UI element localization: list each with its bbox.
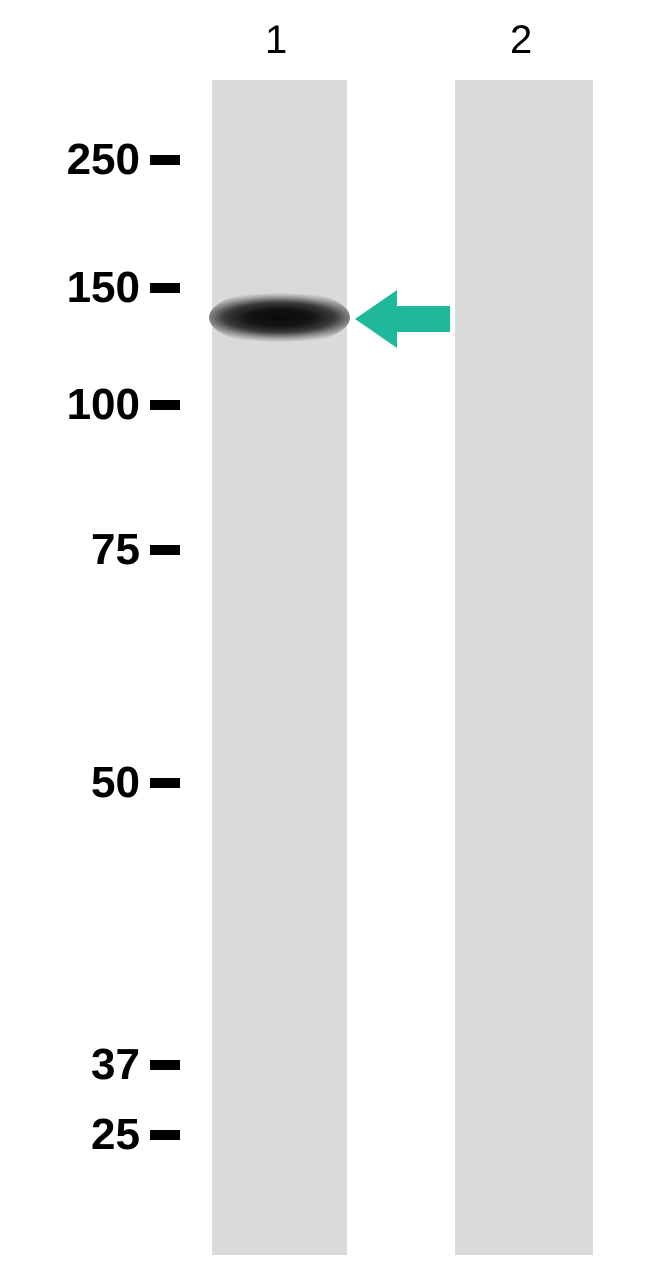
mw-label-37: 37 [91,1040,140,1090]
mw-tick-50 [150,778,180,788]
lane-1-header: 1 [265,18,287,63]
mw-label-25: 25 [91,1110,140,1160]
mw-label-250: 250 [67,135,140,185]
mw-tick-100 [150,400,180,410]
western-blot-figure: 1 2 250 150 100 75 50 37 25 [0,0,650,1270]
mw-label-75: 75 [91,525,140,575]
arrow-icon [355,290,450,353]
mw-label-100: 100 [67,380,140,430]
protein-band [209,290,350,345]
mw-tick-150 [150,283,180,293]
mw-tick-37 [150,1060,180,1070]
mw-label-150: 150 [67,263,140,313]
lane-1 [212,80,347,1255]
lane-2 [455,80,593,1255]
mw-tick-250 [150,155,180,165]
mw-tick-25 [150,1130,180,1140]
mw-tick-75 [150,545,180,555]
lane-2-header: 2 [510,18,532,63]
mw-label-50: 50 [91,758,140,808]
